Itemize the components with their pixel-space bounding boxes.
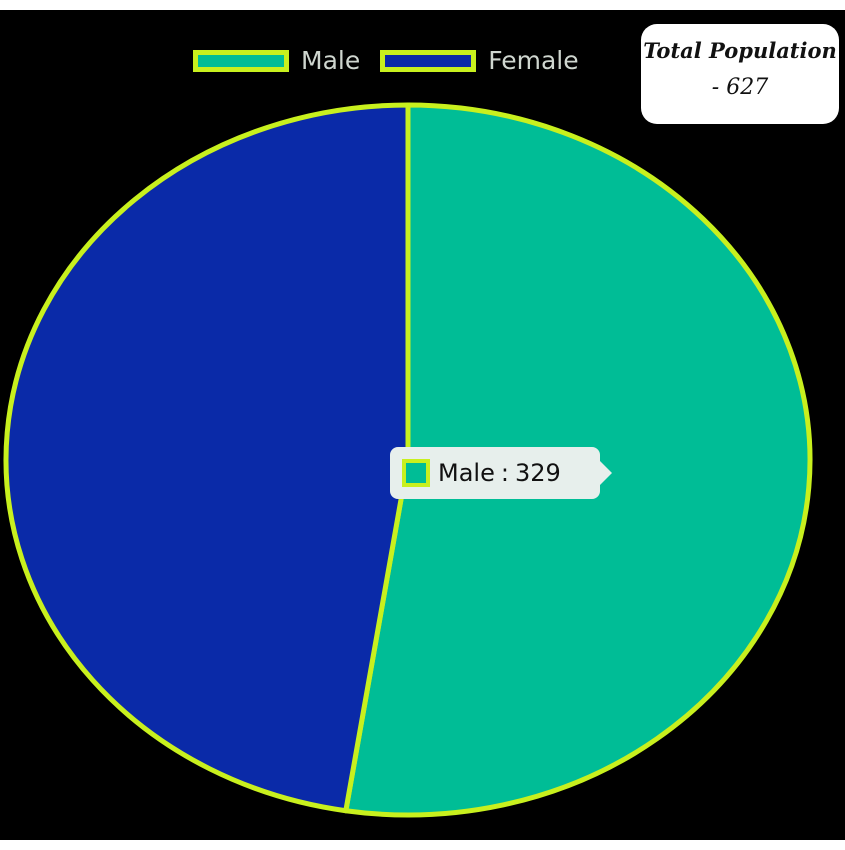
legend-swatch-female [380,50,476,72]
pie-chart [0,10,845,840]
tooltip-separator: : [501,459,509,487]
chart-stage: Male Female Total Population - 627 Male … [0,10,845,840]
total-population-value: - 627 [641,74,839,102]
tooltip-label: Male [438,459,495,487]
total-population-title: Total Population [641,38,839,64]
tooltip-swatch-male [402,459,430,487]
legend-item-male[interactable]: Male [193,46,360,75]
legend-swatch-male [193,50,289,72]
total-population-card: Total Population - 627 [641,24,839,124]
tooltip-value: 329 [515,459,561,487]
chart-legend: Male Female [193,46,579,75]
pie-slice-female[interactable] [6,105,408,811]
tooltip-text: Male : 329 [438,459,561,487]
legend-item-female[interactable]: Female [380,46,578,75]
legend-label-female: Female [488,46,578,75]
chart-tooltip: Male : 329 [390,447,600,499]
legend-label-male: Male [301,46,360,75]
